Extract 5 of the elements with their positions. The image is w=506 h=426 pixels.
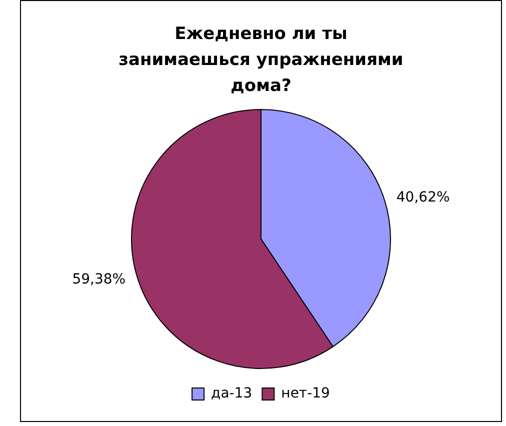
legend-label: да-13 — [211, 386, 252, 402]
data-label: 40,62% — [396, 190, 450, 206]
chart-title: Ежедневно ли ты занимаешься упражнениями дома? — [118, 23, 404, 98]
data-label: 59,38% — [72, 272, 126, 288]
legend-label: нет-19 — [281, 386, 330, 402]
